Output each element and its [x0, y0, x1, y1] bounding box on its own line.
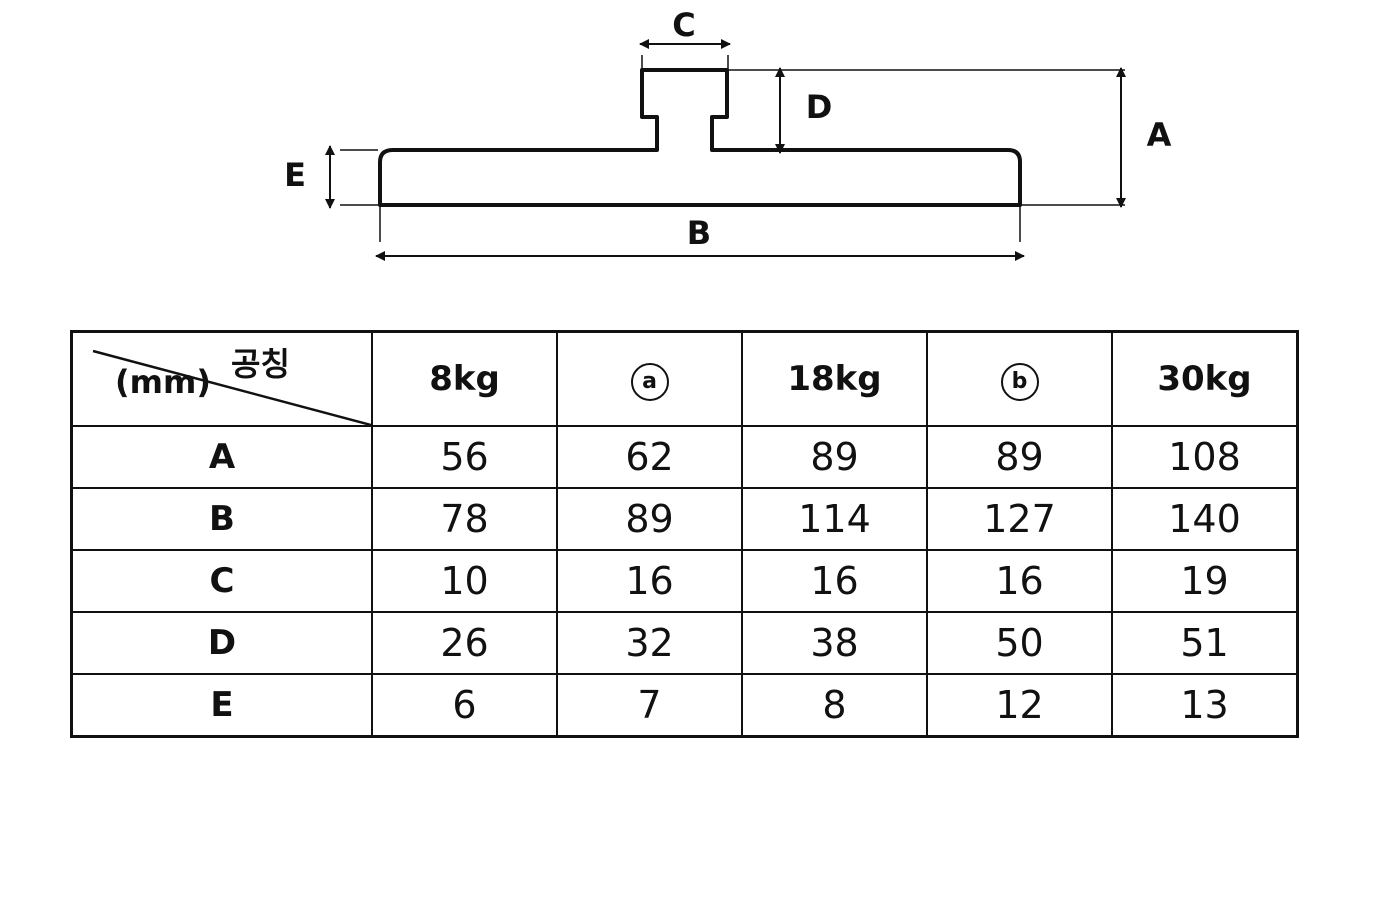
table-cell: 89	[926, 425, 1113, 489]
corner-cell: 공칭 (mm)	[70, 330, 373, 427]
table-cell: 6	[371, 673, 558, 738]
row-label: B	[70, 487, 373, 551]
table-cell: 62	[556, 425, 743, 489]
table-cell: 89	[741, 425, 928, 489]
row-label: E	[70, 673, 373, 738]
table-cell: 89	[556, 487, 743, 551]
table-cell: 127	[926, 487, 1113, 551]
row-label: D	[70, 611, 373, 675]
row-label: C	[70, 549, 373, 613]
table-cell: 13	[1111, 673, 1299, 738]
label-e: E	[284, 156, 306, 194]
table-cell: 140	[1111, 487, 1299, 551]
table-cell: 10	[371, 549, 558, 613]
table-cell: 108	[1111, 425, 1299, 489]
table-cell: 16	[556, 549, 743, 613]
profile-outline	[378, 68, 1022, 207]
table-cell: 7	[556, 673, 743, 738]
label-a: A	[1147, 116, 1172, 154]
table-cell: 19	[1111, 549, 1299, 613]
table-row: C 10 16 16 16 19	[70, 549, 1299, 613]
table-row: E 6 7 8 12 13	[70, 673, 1299, 738]
table-header-row: 공칭 (mm) 8kg a 18kg b 30kg	[70, 330, 1299, 427]
table-row: D 26 32 38 50 51	[70, 611, 1299, 675]
table-cell: 38	[741, 611, 928, 675]
corner-label-nominal: 공칭	[231, 345, 290, 383]
column-header: 30kg	[1111, 330, 1299, 427]
table-row: B 78 89 114 127 140	[70, 487, 1299, 551]
table-cell: 51	[1111, 611, 1299, 675]
label-c: C	[672, 6, 695, 44]
table-cell: 16	[741, 549, 928, 613]
column-header: 18kg	[741, 330, 928, 427]
table-cell: 114	[741, 487, 928, 551]
label-d: D	[806, 88, 833, 126]
table-cell: 26	[371, 611, 558, 675]
table-cell: 78	[371, 487, 558, 551]
table-cell: 16	[926, 549, 1113, 613]
diagonal-line	[92, 349, 371, 425]
circled-b-label: b	[1000, 363, 1039, 401]
row-label: A	[70, 425, 373, 489]
profile-diagram: C D A E B	[284, 6, 1172, 261]
dimension-table: 공칭 (mm) 8kg a 18kg b 30kg A 56 62 89 89 108 B 7…	[70, 330, 1299, 738]
column-header: a	[556, 330, 743, 427]
table-cell: 50	[926, 611, 1113, 675]
table-cell: 8	[741, 673, 928, 738]
table-cell: 12	[926, 673, 1113, 738]
corner-label-unit: (mm)	[115, 363, 211, 401]
table-cell: 56	[371, 425, 558, 489]
column-header: 8kg	[371, 330, 558, 427]
table-cell: 32	[556, 611, 743, 675]
extension-lines	[340, 55, 1125, 242]
label-b: B	[687, 214, 711, 252]
column-header: b	[926, 330, 1113, 427]
table-row: A 56 62 89 89 108	[70, 425, 1299, 489]
circled-a-label: a	[630, 363, 669, 401]
